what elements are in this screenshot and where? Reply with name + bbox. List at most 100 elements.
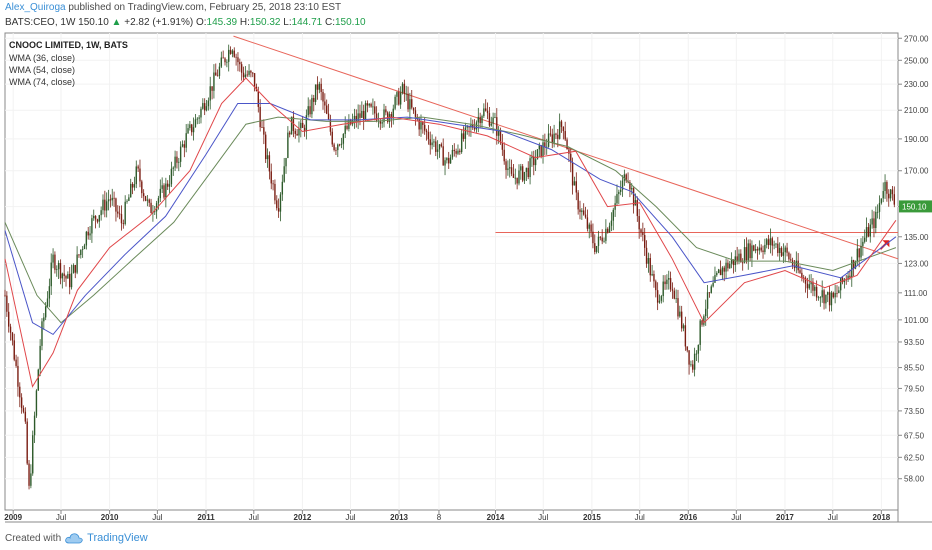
candle-up	[161, 185, 163, 189]
candle-up	[546, 146, 548, 148]
candle-down	[150, 202, 152, 214]
candle-up	[860, 245, 862, 258]
candle-down	[117, 211, 119, 214]
candles	[4, 44, 896, 490]
candle-down	[252, 72, 254, 74]
candle-up	[808, 284, 810, 289]
candle-down	[708, 292, 711, 294]
y-tick-label: 111.00	[904, 289, 928, 298]
candle-down	[512, 173, 515, 178]
candle-up	[187, 128, 189, 134]
candle-down	[577, 192, 579, 210]
x-tick-label: 2010	[101, 513, 119, 522]
candle-down	[823, 290, 825, 304]
candle-up	[553, 133, 555, 143]
candle-up	[281, 181, 284, 195]
candle-up	[244, 74, 247, 78]
candle-down	[137, 166, 139, 169]
candle-down	[455, 151, 457, 154]
last-price-box	[899, 200, 932, 213]
candle-down	[412, 107, 415, 111]
candle-up	[348, 119, 350, 129]
candle-up	[814, 286, 816, 291]
candle-down	[688, 350, 690, 365]
x-tick-label: 2012	[294, 513, 312, 522]
tradingview-brand[interactable]: TradingView	[87, 532, 148, 544]
candle-down	[17, 365, 19, 387]
candle-up	[679, 311, 681, 317]
y-tick-label: 123.00	[904, 259, 929, 268]
candle-down	[799, 270, 801, 273]
candle-up	[481, 116, 483, 124]
candle-up	[608, 225, 611, 233]
candle-down	[645, 247, 648, 264]
candle-down	[246, 74, 248, 76]
last-price: 150.10	[78, 17, 109, 28]
candle-up	[364, 103, 367, 120]
candle-up	[446, 158, 448, 161]
candle-up	[703, 316, 705, 325]
candle-down	[590, 224, 592, 232]
grid	[5, 33, 898, 510]
candle-up	[610, 220, 613, 226]
candle-up	[43, 317, 45, 322]
candle-up	[231, 50, 234, 54]
candle-down	[263, 127, 265, 135]
candle-down	[166, 183, 169, 187]
candle-down	[544, 142, 546, 148]
candle-down	[533, 156, 535, 166]
candle-up	[464, 127, 467, 139]
candle-up	[157, 198, 160, 204]
candle-up	[618, 191, 620, 195]
candle-up	[159, 188, 162, 199]
candle-up	[856, 248, 859, 262]
candle-down	[115, 198, 117, 212]
candle-up	[810, 281, 812, 285]
candle-down	[649, 258, 651, 276]
candle-down	[570, 153, 572, 163]
candle-down	[727, 262, 729, 269]
candle-down	[331, 131, 333, 145]
candle-up	[884, 182, 886, 191]
candle-up	[862, 241, 864, 246]
candle-up	[819, 297, 822, 299]
candle-down	[586, 217, 589, 229]
candle-down	[15, 359, 17, 366]
candle-down	[435, 141, 437, 152]
author-link[interactable]: Alex_Quiroga	[5, 2, 66, 13]
candle-down	[448, 158, 450, 164]
y-tick-label: 210.00	[904, 106, 929, 115]
candle-up	[298, 128, 300, 136]
candle-up	[534, 159, 537, 166]
candle-up	[80, 249, 82, 256]
candle-up	[690, 364, 692, 366]
candle-down	[104, 199, 106, 211]
candle-up	[205, 106, 208, 111]
candle-down	[594, 243, 596, 252]
candle-down	[346, 125, 348, 129]
candle-up	[207, 100, 210, 107]
candle-up	[876, 211, 879, 213]
candle-up	[290, 116, 293, 135]
candle-up	[725, 262, 727, 272]
candle-down	[664, 281, 666, 285]
candle-up	[133, 184, 136, 188]
candle-down	[777, 243, 779, 253]
candle-down	[144, 196, 147, 201]
candle-up	[451, 149, 454, 158]
x-tick-label: 2018	[872, 513, 890, 522]
candle-up	[39, 345, 41, 370]
candle-down	[790, 259, 792, 261]
candle-up	[130, 183, 132, 198]
candle-up	[573, 181, 576, 186]
candle-down	[836, 293, 838, 294]
candle-down	[521, 166, 524, 181]
legend-wma36: WMA (36, close)	[9, 53, 75, 63]
candle-down	[468, 126, 470, 128]
candle-down	[335, 149, 337, 151]
candle-down	[69, 274, 71, 288]
candle-up	[614, 203, 616, 210]
candle-up	[57, 262, 60, 270]
candle-up	[248, 70, 250, 75]
